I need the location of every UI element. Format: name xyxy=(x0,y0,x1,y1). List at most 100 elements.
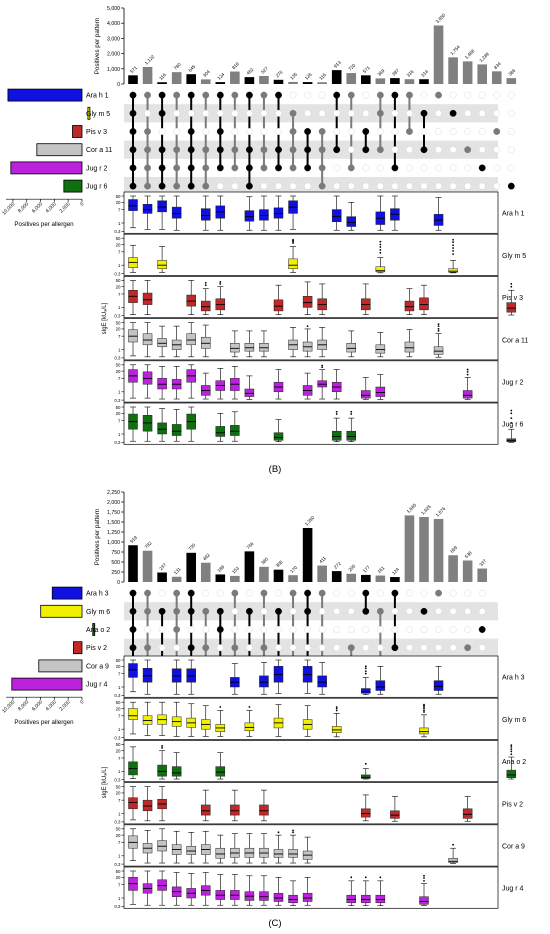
matrix-dot-active xyxy=(129,589,137,597)
boxplot-box xyxy=(157,422,167,435)
intersection-bar xyxy=(157,572,167,582)
set-size-x-tick-label: 2,000 xyxy=(59,201,72,214)
matrix-dot-inactive xyxy=(449,146,457,154)
matrix-dot-inactive xyxy=(478,182,486,190)
boxplot xyxy=(375,240,386,274)
boxplot xyxy=(157,870,167,906)
intersection-bar xyxy=(186,74,196,84)
boxplot xyxy=(259,875,269,906)
matrix-dot-inactive xyxy=(464,607,472,615)
matrix-dot-active xyxy=(245,182,253,190)
intersection-bar xyxy=(419,79,429,84)
boxplot-box xyxy=(346,430,356,441)
panel-c: 02505007501,0001,2501,5001,7502,0002,250… xyxy=(1,490,526,929)
matrix-dot-active xyxy=(289,128,297,135)
matrix-dot-inactive xyxy=(493,182,501,190)
boxplot xyxy=(128,870,138,905)
matrix-dot-active xyxy=(129,128,137,135)
boxplot-box xyxy=(215,847,226,859)
boxplot-y-tick-label: 20 xyxy=(116,327,121,332)
matrix-dot-inactive xyxy=(435,109,442,117)
matrix-dot-inactive xyxy=(173,128,181,135)
boxplot xyxy=(331,369,342,400)
matrix-dot-inactive xyxy=(391,626,399,633)
matrix-dot-inactive xyxy=(376,626,384,633)
intersection-bar xyxy=(128,75,138,84)
boxplot-box xyxy=(201,336,211,349)
matrix-dot-inactive xyxy=(507,128,515,135)
intersection-y-tick-label: 1,000 xyxy=(107,540,120,546)
matrix-dot-inactive xyxy=(420,589,428,597)
matrix-dot-inactive xyxy=(464,164,472,172)
set-size-bar xyxy=(87,106,91,120)
matrix-dot-active xyxy=(231,146,239,154)
intersection-bar-value-label: 1,754 xyxy=(449,44,461,56)
matrix-dot-active xyxy=(144,128,151,135)
boxplot xyxy=(361,762,371,780)
boxplot xyxy=(186,873,196,906)
boxplot xyxy=(201,281,211,315)
boxplot xyxy=(157,828,167,864)
boxplot xyxy=(201,830,211,864)
matrix-dot-active xyxy=(144,164,151,172)
boxplot xyxy=(288,195,298,230)
boxplot-box xyxy=(128,663,138,678)
boxplot-y-tick-label: 1 xyxy=(118,305,121,310)
boxplot xyxy=(506,409,517,443)
boxplot xyxy=(215,834,226,864)
boxplot-box xyxy=(288,258,298,269)
matrix-dot-inactive xyxy=(202,626,210,633)
boxplot xyxy=(331,195,342,231)
matrix-dot-inactive xyxy=(333,128,341,135)
matrix-dot-active xyxy=(144,91,151,99)
intersection-bar xyxy=(433,25,444,84)
boxplot-box xyxy=(375,680,386,691)
boxplot-outlier xyxy=(452,253,454,255)
boxplot-outlier xyxy=(510,417,513,420)
boxplot-outlier xyxy=(204,281,207,284)
boxplot-outlier xyxy=(161,747,164,749)
matrix-dot-inactive xyxy=(406,109,413,117)
boxplot-outlier xyxy=(219,281,222,283)
matrix-dot-inactive xyxy=(478,146,486,154)
matrix-dot-active xyxy=(449,109,457,117)
boxplot-outlier xyxy=(379,246,382,248)
boxplot xyxy=(171,195,182,231)
boxplot-box xyxy=(419,896,429,905)
matrix-dot-inactive xyxy=(435,626,442,633)
boxplot xyxy=(433,197,444,231)
matrix-dot-active xyxy=(289,109,297,117)
matrix-dot-inactive xyxy=(202,589,210,597)
boxplot-box xyxy=(201,208,211,221)
boxplot xyxy=(302,325,313,358)
matrix-dot-inactive xyxy=(216,182,224,190)
intersection-y-tick-label: 750 xyxy=(111,550,120,556)
intersection-y-tick-label: 1,750 xyxy=(107,510,120,516)
intersection-y-axis-label: Positives per pattern xyxy=(94,508,101,565)
matrix-dot-inactive xyxy=(464,626,472,633)
boxplot-outlier xyxy=(335,410,338,413)
boxplot xyxy=(157,408,167,442)
matrix-dot-active xyxy=(216,607,224,615)
boxplot-box xyxy=(259,891,269,901)
matrix-dot-active xyxy=(187,164,195,172)
set-size-x-tick-label: 10,000 xyxy=(1,699,16,714)
set-size-bar xyxy=(63,179,83,193)
boxplot xyxy=(186,364,196,399)
intersection-y-tick-label: 500 xyxy=(111,560,120,566)
boxplot-y-tick-label: 0.3 xyxy=(114,356,121,361)
boxplot-box xyxy=(244,722,255,731)
matrix-dot-inactive xyxy=(449,164,457,172)
boxplot-y-tick-label: 1 xyxy=(118,896,121,901)
intersection-bar-value-label: 730 xyxy=(187,542,196,551)
boxplot xyxy=(346,410,356,442)
boxplot-panel-frame xyxy=(123,740,499,783)
boxplot-box xyxy=(259,209,269,221)
boxplot-outlier xyxy=(452,843,454,846)
boxplot-outlier xyxy=(437,328,440,330)
boxplot-y-tick-label: 0.3 xyxy=(114,314,121,319)
intersection-bar-value-label: 1,665 xyxy=(406,502,418,514)
matrix-dot-inactive xyxy=(493,109,501,117)
boxplot xyxy=(433,323,444,358)
boxplot-y-tick-label: 0.3 xyxy=(114,398,121,403)
